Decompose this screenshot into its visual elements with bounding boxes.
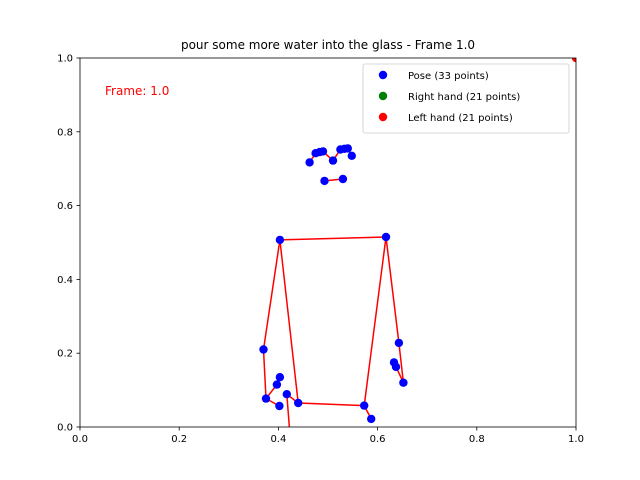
legend: Pose (33 points) Right hand (21 points) Le… (362, 63, 570, 134)
series-0-point-17 (272, 380, 282, 389)
series-0-point-0 (328, 156, 338, 165)
series-0-point-24 (360, 401, 369, 410)
series-0-point-21 (275, 401, 284, 411)
series-0-point-25 (367, 414, 376, 424)
plot-frame (79, 57, 577, 428)
legend-frame (362, 63, 570, 134)
skeleton-connection-7 (279, 236, 387, 407)
series-0-point-6 (343, 144, 352, 153)
x-tick-label-0: 0.0 (72, 434, 88, 445)
series-0-point-16 (399, 378, 408, 387)
legend-label-2: Left hand (21 points) (408, 113, 513, 124)
series-2-point-0 (571, 58, 576, 63)
series-0-point-12 (381, 232, 391, 242)
series-0-point-8 (347, 151, 356, 160)
y-tick-label-4: 0.8 (57, 127, 73, 138)
series-0-point-19 (275, 373, 285, 382)
frame-annotation: Frame: 1.0 (105, 84, 169, 98)
legend-label-0: Pose (33 points) (408, 71, 489, 82)
chart-title: pour some more water into the glass - Fr… (181, 38, 475, 52)
series-0-point-10 (338, 174, 348, 184)
y-tick-label-1: 0.2 (57, 349, 73, 360)
series-0-point-14 (394, 338, 404, 348)
y-tick-label-0: 0.0 (57, 423, 73, 434)
x-tick-label-1: 0.2 (171, 434, 187, 445)
skeleton-connection-3 (279, 236, 387, 241)
legend-label-1: Right hand (21 points) (408, 92, 520, 103)
series-0-point-13 (259, 345, 268, 354)
y-tick-label-2: 0.4 (57, 275, 73, 286)
legend-marker-0 (378, 70, 388, 80)
series-0-point-11 (275, 235, 285, 245)
series-0-point-23 (294, 398, 303, 408)
y-tick-label-3: 0.6 (57, 201, 73, 212)
x-tick-label-3: 0.6 (370, 434, 386, 445)
legend-marker-1 (378, 91, 388, 101)
plot-area (259, 58, 576, 427)
x-tick-label-5: 1.0 (568, 434, 584, 445)
series-0-point-7 (305, 158, 314, 167)
series-0-point-22 (282, 390, 291, 399)
series-0-point-3 (318, 147, 328, 156)
x-tick-label-2: 0.4 (270, 434, 286, 445)
x-tick-label-4: 0.8 (469, 434, 485, 445)
legend-marker-2 (378, 112, 388, 122)
series-0-point-9 (320, 176, 329, 186)
axis-ticks: 0.0 0.2 0.4 0.6 0.8 1.0 0.0 0.2 0.4 0.6 0.8 1.0 (57, 54, 584, 446)
y-tick-label-5: 1.0 (57, 54, 73, 65)
skeleton-connection-9 (286, 394, 291, 427)
series-0-point-15 (261, 394, 271, 403)
series-0-point-20 (391, 362, 401, 372)
